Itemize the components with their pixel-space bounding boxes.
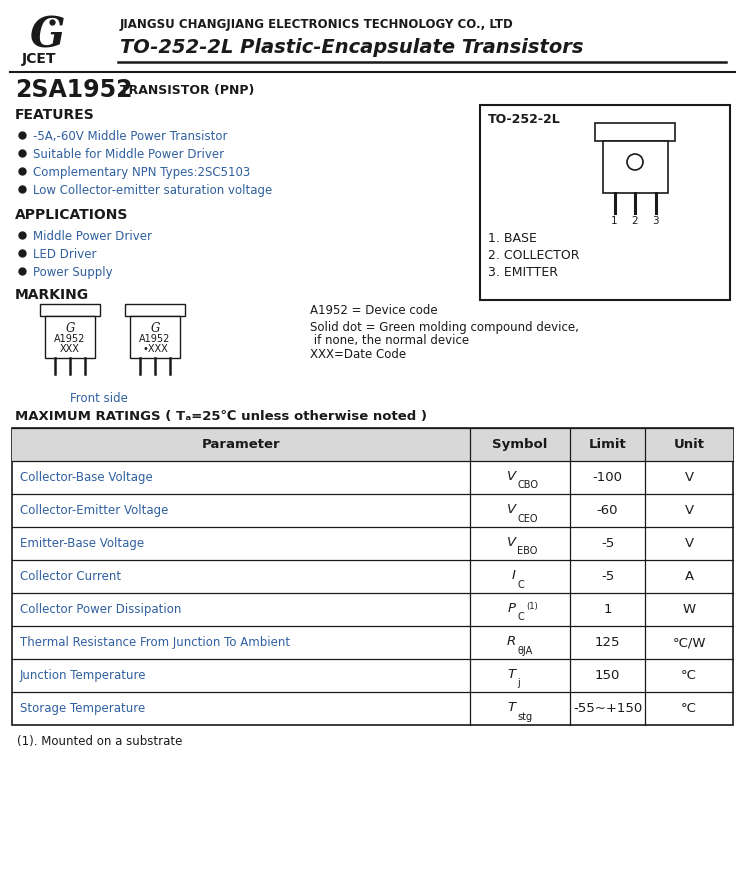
Text: V: V — [685, 537, 694, 550]
Text: TO-252-2L Plastic-Encapsulate Transistors: TO-252-2L Plastic-Encapsulate Transistor… — [120, 38, 583, 57]
Text: °C: °C — [681, 702, 697, 715]
Text: Power Supply: Power Supply — [33, 266, 112, 279]
Text: -60: -60 — [597, 504, 618, 517]
Text: G: G — [66, 322, 75, 335]
Text: 1: 1 — [603, 603, 612, 616]
Text: JIANGSU CHANGJIANG ELECTRONICS TECHNOLOGY CO., LTD: JIANGSU CHANGJIANG ELECTRONICS TECHNOLOG… — [120, 18, 514, 31]
Text: W: W — [682, 603, 696, 616]
Text: FEATURES: FEATURES — [15, 108, 95, 122]
Text: if none, the normal device: if none, the normal device — [310, 334, 469, 347]
Text: XXX: XXX — [60, 344, 80, 354]
Text: θJA: θJA — [517, 645, 532, 655]
Text: EBO: EBO — [517, 546, 537, 557]
Text: A1952: A1952 — [139, 334, 171, 344]
Text: •XXX: •XXX — [142, 344, 168, 354]
Bar — [480, 105, 730, 300]
Text: 3: 3 — [652, 216, 659, 226]
Text: Collector Current: Collector Current — [20, 570, 121, 583]
Text: Emitter-Base Voltage: Emitter-Base Voltage — [20, 537, 144, 550]
Text: (1). Mounted on a substrate: (1). Mounted on a substrate — [17, 735, 183, 748]
Text: -5: -5 — [601, 537, 614, 550]
Text: TRANSISTOR (PNP): TRANSISTOR (PNP) — [120, 84, 254, 97]
Text: 1. BASE: 1. BASE — [488, 232, 537, 245]
Text: C: C — [517, 612, 524, 623]
Text: A1952 = Device code: A1952 = Device code — [310, 304, 437, 317]
Text: V: V — [685, 471, 694, 484]
Text: MARKING: MARKING — [15, 288, 89, 302]
Text: 3. EMITTER: 3. EMITTER — [488, 266, 558, 279]
Text: R: R — [507, 635, 516, 648]
Text: Collector-Emitter Voltage: Collector-Emitter Voltage — [20, 504, 168, 517]
Text: CBO: CBO — [517, 481, 538, 490]
Text: 2. COLLECTOR: 2. COLLECTOR — [488, 249, 580, 262]
Text: T: T — [508, 701, 516, 714]
Text: Thermal Resistance From Junction To Ambient: Thermal Resistance From Junction To Ambi… — [20, 636, 290, 649]
Text: G: G — [150, 322, 159, 335]
Text: 125: 125 — [595, 636, 621, 649]
Text: V: V — [685, 504, 694, 517]
Text: V: V — [507, 470, 516, 483]
Text: Parameter: Parameter — [202, 438, 280, 451]
Text: -5: -5 — [601, 570, 614, 583]
Bar — [40, 304, 100, 316]
Text: j: j — [517, 679, 520, 688]
Text: G: G — [30, 15, 66, 57]
Text: Collector-Base Voltage: Collector-Base Voltage — [20, 471, 153, 484]
Bar — [130, 316, 180, 358]
Text: TO-252-2L: TO-252-2L — [488, 113, 561, 126]
Text: 1: 1 — [611, 216, 618, 226]
Text: MAXIMUM RATINGS ( Tₐ=25℃ unless otherwise noted ): MAXIMUM RATINGS ( Tₐ=25℃ unless otherwis… — [15, 410, 427, 423]
Text: Low Collector-emitter saturation voltage: Low Collector-emitter saturation voltage — [33, 184, 272, 197]
Bar — [125, 304, 185, 316]
Text: V: V — [507, 536, 516, 549]
Bar — [12, 428, 733, 725]
Text: 2SA1952: 2SA1952 — [15, 78, 133, 102]
Bar — [595, 123, 675, 141]
Bar — [603, 141, 668, 193]
Text: Suitable for Middle Power Driver: Suitable for Middle Power Driver — [33, 148, 224, 161]
Text: (1): (1) — [526, 602, 538, 610]
Text: T: T — [508, 668, 516, 681]
Text: A: A — [685, 570, 694, 583]
Bar — [45, 316, 95, 358]
Text: A1952: A1952 — [54, 334, 86, 344]
Text: -55~+150: -55~+150 — [573, 702, 642, 715]
Text: Complementary NPN Types:2SC5103: Complementary NPN Types:2SC5103 — [33, 166, 250, 179]
Text: Front side: Front side — [70, 392, 128, 405]
Text: -100: -100 — [592, 471, 623, 484]
Text: 2: 2 — [632, 216, 638, 226]
Text: P: P — [508, 602, 516, 615]
Text: °C/W: °C/W — [672, 636, 706, 649]
Text: Symbol: Symbol — [492, 438, 548, 451]
Text: 150: 150 — [595, 669, 620, 682]
Text: I: I — [512, 569, 516, 582]
Text: °C: °C — [681, 669, 697, 682]
Text: stg: stg — [517, 711, 532, 722]
Text: JCET: JCET — [22, 52, 57, 66]
Text: Storage Temperature: Storage Temperature — [20, 702, 145, 715]
Text: Unit: Unit — [673, 438, 705, 451]
Text: Solid dot = Green molding compound device,: Solid dot = Green molding compound devic… — [310, 321, 579, 334]
Text: XXX=Date Code: XXX=Date Code — [310, 348, 406, 361]
Text: Middle Power Driver: Middle Power Driver — [33, 230, 152, 243]
Text: -5A,-60V Middle Power Transistor: -5A,-60V Middle Power Transistor — [33, 130, 227, 143]
Text: CEO: CEO — [517, 514, 537, 524]
Text: Junction Temperature: Junction Temperature — [20, 669, 147, 682]
Text: V: V — [507, 503, 516, 516]
Bar — [12, 428, 733, 461]
Text: APPLICATIONS: APPLICATIONS — [15, 208, 128, 222]
Text: Collector Power Dissipation: Collector Power Dissipation — [20, 603, 181, 616]
Text: C: C — [517, 580, 524, 589]
Text: LED Driver: LED Driver — [33, 248, 97, 261]
Text: Limit: Limit — [589, 438, 627, 451]
